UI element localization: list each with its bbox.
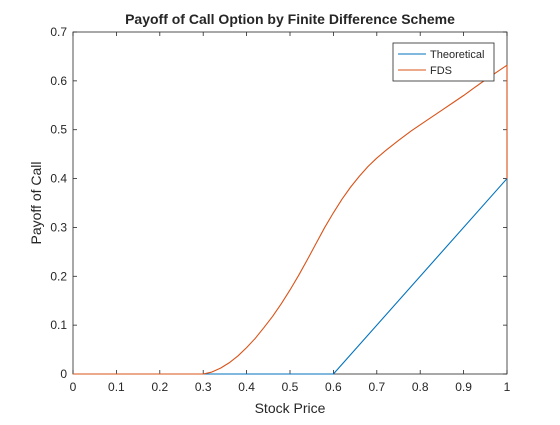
x-axis-label: Stock Price (255, 400, 326, 416)
x-tick-label: 0.9 (455, 380, 472, 394)
x-tick-label: 0.8 (412, 380, 429, 394)
legend-label: FDS (430, 65, 452, 77)
y-tick-label: 0.1 (50, 318, 67, 332)
y-axis-label: Payoff of Call (28, 161, 44, 244)
y-tick-label: 0 (60, 367, 67, 381)
x-tick-label: 0.3 (195, 380, 212, 394)
x-tick-label: 0.6 (325, 380, 342, 394)
x-tick-label: 0 (70, 380, 77, 394)
legend: Theoretical FDS (393, 43, 494, 81)
y-tick-label: 0.7 (50, 25, 67, 39)
x-tick-label: 0.5 (282, 380, 299, 394)
x-tick-label: 0.4 (238, 380, 255, 394)
y-tick-label: 0.5 (50, 123, 67, 137)
y-tick-label: 0.3 (50, 220, 67, 234)
plot-area-frame (73, 32, 507, 374)
x-tick-label: 0.2 (151, 380, 168, 394)
legend-label: Theoretical (430, 49, 484, 61)
x-tick-label: 1 (504, 380, 511, 394)
y-tick-label: 0.6 (50, 74, 67, 88)
y-tick-label: 0.2 (50, 269, 67, 283)
x-tick-label: 0.1 (108, 380, 125, 394)
x-tick-label: 0.7 (368, 380, 385, 394)
chart-title: Payoff of Call Option by Finite Differen… (125, 11, 455, 27)
y-tick-label: 0.4 (50, 172, 67, 186)
